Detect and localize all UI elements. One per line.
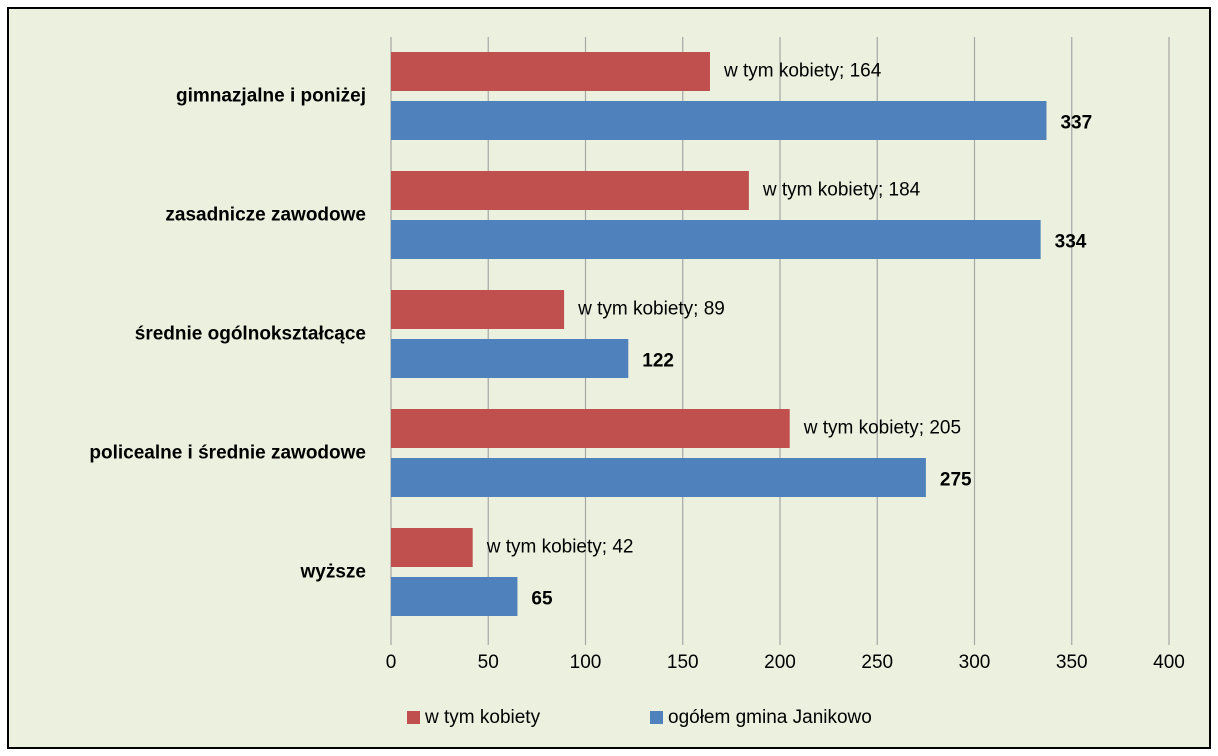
data-label: w tym kobiety; 184 [762,180,921,201]
x-tick-label: 350 [1056,652,1088,673]
x-tick-label: 400 [1153,652,1185,673]
data-label: 337 [1060,113,1092,134]
data-label: w tym kobiety; 205 [803,418,961,439]
category-label: wyższe [300,562,366,583]
x-tick-label: 150 [667,652,699,673]
category-label: gimnazjalne i poniżej [176,86,366,107]
bar [391,290,565,329]
bar [391,409,790,448]
data-label: w tym kobiety; 89 [577,299,725,320]
bar [391,339,629,378]
data-label: 122 [642,351,674,372]
x-tick-label: 300 [959,652,991,673]
bar [391,171,749,210]
bar [391,101,1047,140]
data-label: 65 [531,589,553,610]
x-tick-label: 0 [386,652,397,673]
x-tick-label: 50 [478,652,499,673]
data-label: 275 [940,470,972,491]
bar [391,528,473,567]
legend-label: ogółem gmina Janikowo [668,707,872,728]
bar [391,220,1041,259]
legend-swatch [650,711,663,724]
bar [391,52,710,91]
bar [391,577,518,616]
data-label: 334 [1055,232,1087,253]
x-tick-label: 100 [570,652,602,673]
category-label: średnie ogólnokształcące [135,324,366,345]
bar [391,458,926,497]
legend-label: w tym kobiety [424,707,541,728]
x-tick-label: 250 [861,652,893,673]
data-label: w tym kobiety; 42 [486,537,634,558]
x-tick-label: 200 [764,652,796,673]
legend-swatch [407,711,420,724]
category-label: zasadnicze zawodowe [165,205,366,226]
category-label: policealne i średnie zawodowe [89,443,366,464]
data-label: w tym kobiety; 164 [723,61,882,82]
